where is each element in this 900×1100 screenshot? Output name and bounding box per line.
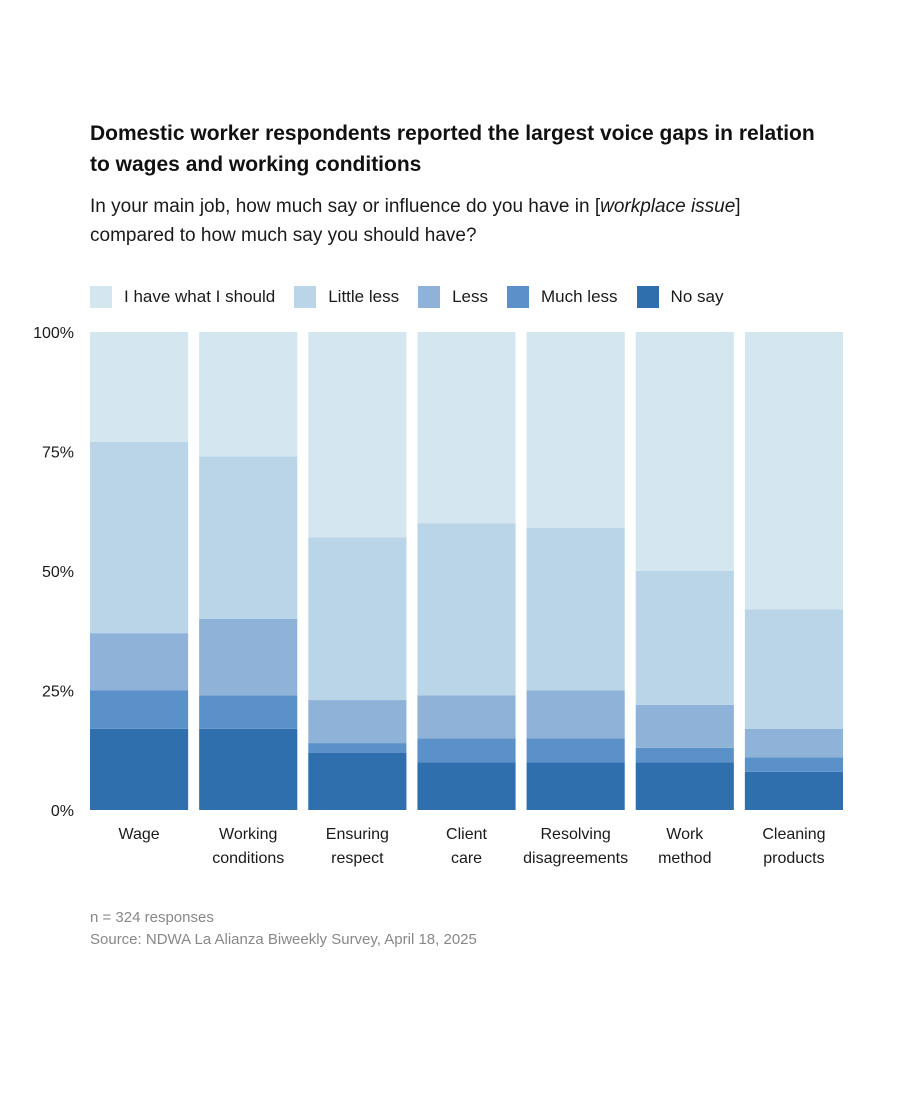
legend-label: I have what I should [124, 287, 276, 306]
bar-stack [308, 332, 407, 810]
bar-segment-no-say [308, 752, 407, 810]
x-tick-label-line: method [658, 850, 711, 867]
x-tick-label-line: Ensuring [326, 826, 389, 843]
x-tick-label-line: Cleaning [762, 826, 825, 843]
y-tick-label: 50% [42, 564, 74, 581]
x-tick-label-line: Work [666, 826, 704, 843]
y-axis: 0% 25% 50% 75% 100% [33, 325, 74, 820]
bar-segment-much-less [90, 690, 189, 729]
x-tick-label: Client care [446, 826, 487, 867]
bar-segment-less [90, 633, 189, 691]
y-tick-label: 25% [42, 684, 74, 701]
x-tick-label-line: products [763, 850, 824, 867]
legend-item-less: Less [418, 286, 488, 308]
y-tick-label: 75% [42, 445, 74, 462]
source-note: Source: NDWA La Alianza Biweekly Survey,… [90, 931, 477, 948]
legend-label: No say [670, 287, 724, 306]
bar-segment-little-less [199, 456, 298, 619]
legend-item-much-less: Much less [507, 286, 618, 308]
bar-segment-little-less [635, 571, 734, 705]
x-tick-label: Work method [658, 826, 711, 867]
bar-segment-little-less [526, 527, 625, 691]
x-tick-label: Ensuring respect [326, 826, 389, 867]
bar-segment-no-say [90, 728, 189, 810]
legend-swatch [507, 286, 530, 308]
legend-item-little-less: Little less [294, 286, 399, 308]
bar-segment-i-have-what-i-should [199, 332, 298, 457]
chart-title: Domestic worker respondents reported the… [90, 122, 815, 176]
legend-swatch [636, 286, 659, 308]
x-tick-label-line: conditions [212, 850, 284, 867]
stacked-bar-chart: 0% 25% 50% 75% 100% Wage Working conditions Ens… [33, 325, 843, 867]
bar-segment-much-less [308, 743, 407, 753]
y-tick-label: 0% [51, 803, 74, 820]
bar-segment-less [417, 695, 516, 739]
bar-segment-much-less [526, 738, 625, 763]
bar-segment-little-less [744, 609, 843, 729]
bar-segment-much-less [199, 695, 298, 729]
legend-swatch [418, 286, 441, 308]
bar-segment-little-less [90, 441, 189, 634]
sample-size-note: n = 324 responses [90, 909, 214, 926]
bar-segment-no-say [199, 728, 298, 810]
bar-segment-less [199, 618, 298, 696]
bar-segment-less [635, 704, 734, 748]
bars [90, 332, 843, 810]
bar-stack [744, 332, 843, 810]
x-tick-label: Cleaning products [762, 826, 825, 867]
bar-stack [90, 332, 189, 810]
x-tick-label-line: Resolving [541, 826, 611, 843]
bar-segment-no-say [526, 762, 625, 810]
y-tick-label: 100% [33, 325, 74, 342]
legend: I have what I should Little less Less Mu… [90, 285, 742, 309]
x-tick-label-line: disagreements [523, 850, 628, 867]
bar-segment-no-say [744, 771, 843, 810]
x-tick-label-line: respect [331, 850, 384, 867]
legend-swatch [294, 286, 317, 308]
x-tick-label-line: care [451, 850, 482, 867]
legend-item-have-what-should: I have what I should [90, 286, 275, 308]
bar-segment-little-less [417, 523, 516, 696]
chart-subtitle: In your main job, how much say or influe… [90, 192, 830, 250]
bar-segment-no-say [417, 762, 516, 810]
bar-stack [417, 332, 516, 810]
bar-stack [635, 332, 734, 810]
bar-segment-i-have-what-i-should [308, 332, 407, 538]
legend-label: Less [452, 287, 489, 306]
x-tick-label-line: Wage [118, 826, 159, 843]
bar-segment-i-have-what-i-should [635, 332, 734, 571]
subtitle-text-end: ] compared to how much say you should ha… [90, 196, 741, 246]
bar-segment-i-have-what-i-should [526, 332, 625, 528]
x-tick-label-line: Client [446, 826, 487, 843]
bar-segment-little-less [308, 537, 407, 701]
bar-segment-much-less [635, 747, 734, 763]
bar-segment-i-have-what-i-should [744, 332, 843, 610]
x-tick-label: Working conditions [212, 826, 284, 867]
x-axis: Wage Working conditions Ensuring respect Clie… [118, 826, 825, 867]
bar-stack [199, 332, 298, 810]
bar-stack [526, 332, 625, 810]
x-tick-label-line: Working [219, 826, 277, 843]
bar-segment-much-less [744, 757, 843, 772]
bar-segment-less [526, 690, 625, 739]
subtitle-italic: workplace issue [600, 196, 736, 217]
x-tick-label: Resolving disagreements [523, 826, 628, 867]
legend-item-no-say: No say [636, 286, 724, 308]
bar-segment-i-have-what-i-should [417, 332, 516, 524]
bar-segment-no-say [635, 762, 734, 810]
x-tick-label: Wage [118, 826, 159, 843]
bar-segment-much-less [417, 738, 516, 763]
footer: n = 324 responses Source: NDWA La Alianz… [90, 907, 477, 951]
legend-label: Little less [328, 287, 400, 306]
bar-segment-less [308, 700, 407, 744]
bar-segment-i-have-what-i-should [90, 332, 189, 442]
legend-label: Much less [541, 287, 618, 306]
bar-segment-less [744, 728, 843, 758]
subtitle-text-start: In your main job, how much say or influe… [90, 196, 601, 217]
legend-swatch [90, 286, 112, 308]
